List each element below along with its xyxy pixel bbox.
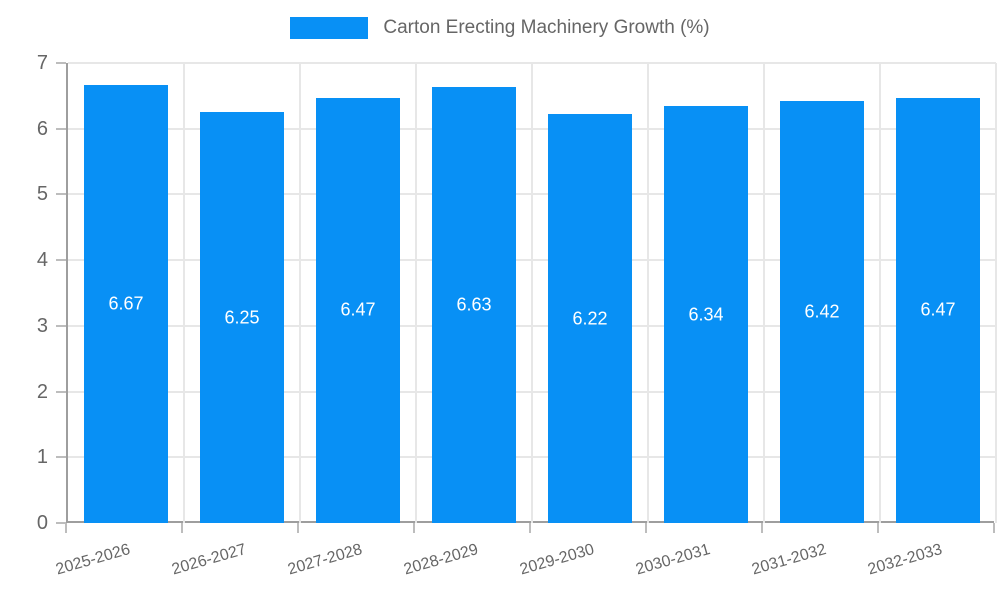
v-gridline	[995, 63, 997, 523]
x-tick-mark	[65, 523, 67, 533]
bar-2030-2031[interactable]	[664, 106, 748, 523]
v-gridline	[763, 63, 765, 523]
bar-2029-2030[interactable]	[548, 114, 632, 523]
bar-2027-2028[interactable]	[316, 98, 400, 523]
x-tick-mark	[529, 523, 531, 533]
y-tick-label: 6	[36, 117, 48, 140]
bar-value-label: 6.25	[224, 307, 260, 328]
y-tick-label: 0	[36, 512, 48, 534]
v-gridline	[647, 63, 649, 523]
x-tick-mark	[645, 523, 647, 533]
v-gridline	[415, 63, 417, 523]
bar-2028-2029[interactable]	[432, 87, 516, 523]
x-tick-mark	[993, 523, 995, 533]
x-tick-label: 2032-2033	[866, 541, 945, 579]
y-tick-label: 3	[36, 314, 48, 337]
bar-value-label: 6.22	[572, 308, 608, 329]
y-tick-label: 1	[36, 446, 48, 469]
bar-2031-2032[interactable]	[780, 101, 864, 523]
x-tick-label: 2028-2029	[402, 541, 481, 579]
x-tick-label: 2029-2030	[518, 541, 597, 579]
x-tick-mark	[761, 523, 763, 533]
plot-area: 6.67 6.25 6.47 6.63 6.22 6.34 6.42 6.47	[66, 62, 997, 523]
y-tick-mark	[56, 522, 66, 524]
x-tick-mark	[877, 523, 879, 533]
y-tick-mark	[56, 390, 66, 393]
bar-value-label: 6.34	[688, 304, 724, 325]
bar-value-label: 6.63	[456, 294, 492, 315]
y-tick-mark	[56, 62, 66, 64]
x-tick-label: 2026-2027	[170, 541, 249, 579]
v-gridline	[531, 63, 533, 523]
y-tick-mark	[56, 259, 66, 262]
x-tick-label: 2025-2026	[54, 541, 133, 579]
y-tick-mark	[56, 127, 66, 130]
v-gridline	[183, 63, 185, 523]
y-tick-label: 7	[36, 52, 48, 74]
x-tick-mark	[413, 523, 415, 533]
y-tick-mark	[56, 456, 66, 459]
bar-value-label: 6.47	[920, 299, 956, 320]
bar-value-label: 6.42	[804, 301, 840, 322]
x-tick-mark	[297, 523, 299, 533]
legend-label: Carton Erecting Machinery Growth (%)	[383, 17, 710, 38]
bar-2025-2026[interactable]	[84, 85, 168, 523]
bar-value-label: 6.67	[108, 293, 144, 314]
v-gridline	[879, 63, 881, 523]
y-tick-label: 2	[36, 380, 48, 403]
v-gridline	[299, 63, 301, 523]
x-tick-mark	[181, 523, 183, 533]
y-tick-mark	[56, 324, 66, 327]
x-tick-label: 2027-2028	[286, 541, 365, 579]
bar-2032-2033[interactable]	[896, 98, 980, 523]
legend-swatch	[290, 17, 369, 39]
bar-2026-2027[interactable]	[200, 112, 284, 523]
legend-item[interactable]: Carton Erecting Machinery Growth (%)	[0, 17, 1000, 39]
y-tick-label: 4	[36, 249, 48, 272]
x-tick-label: 2031-2032	[750, 541, 829, 579]
y-tick-mark	[56, 193, 66, 196]
x-tick-label: 2030-2031	[634, 541, 713, 579]
y-tick-label: 5	[36, 183, 48, 206]
bar-value-label: 6.47	[340, 299, 376, 320]
